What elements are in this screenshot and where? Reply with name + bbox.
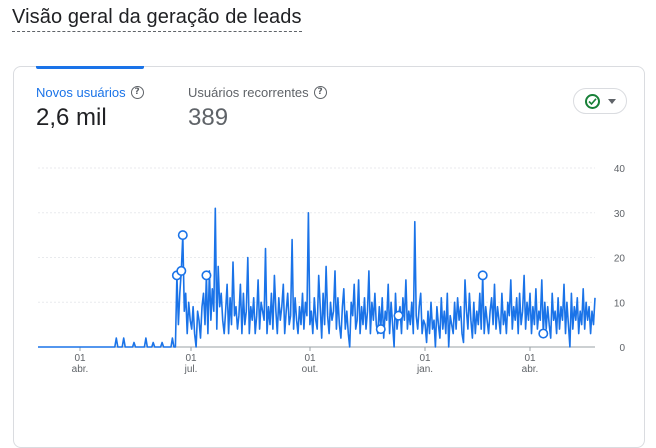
compare-button[interactable] [573,88,627,114]
new-users-value: 2,6 mil [36,104,107,131]
x-tick-day: 01 [304,353,316,364]
caret-down-icon [607,98,616,104]
new-users-series-line [38,207,596,348]
x-tick-month: abr. [522,364,539,375]
anomaly-marker[interactable] [393,310,404,321]
y-tick-label: 10 [614,298,626,309]
x-tick-day: 01 [419,353,431,364]
x-tick-day: 01 [74,353,86,364]
anomaly-marker[interactable] [201,270,212,281]
help-icon[interactable]: ? [130,86,144,99]
x-tick-day: 01 [185,353,197,364]
metrics-card: Novos usuários ? 2,6 mil Usuários recorr… [13,66,645,448]
y-tick-label: 40 [614,164,626,175]
anomaly-marker[interactable] [176,265,187,276]
anomaly-marker[interactable] [477,270,488,281]
check-circle-icon [584,93,600,109]
x-tick-month: out. [302,364,319,375]
returning-users-label: Usuários recorrentes [188,85,309,100]
y-tick-label: 20 [614,254,626,265]
anomaly-marker[interactable] [177,230,188,241]
x-tick-month: abr. [72,364,89,375]
new-users-label: Novos usuários [36,85,126,100]
x-tick-month: jul. [184,364,198,375]
anomaly-marker[interactable] [538,328,549,339]
active-tab-indicator [36,66,144,69]
y-tick-label: 30 [614,209,626,220]
x-tick-month: jan. [416,364,433,375]
tab-new-users[interactable]: Novos usuários ? 2,6 mil [36,85,144,132]
anomaly-marker[interactable] [375,324,386,335]
help-icon[interactable]: ? [313,86,327,99]
page-title: Visão geral da geração de leads [12,6,302,32]
x-tick-day: 01 [524,353,536,364]
y-tick-label: 0 [619,343,625,354]
tab-returning-users[interactable]: Usuários recorrentes ? 389 [188,85,327,132]
returning-users-value: 389 [188,104,229,131]
